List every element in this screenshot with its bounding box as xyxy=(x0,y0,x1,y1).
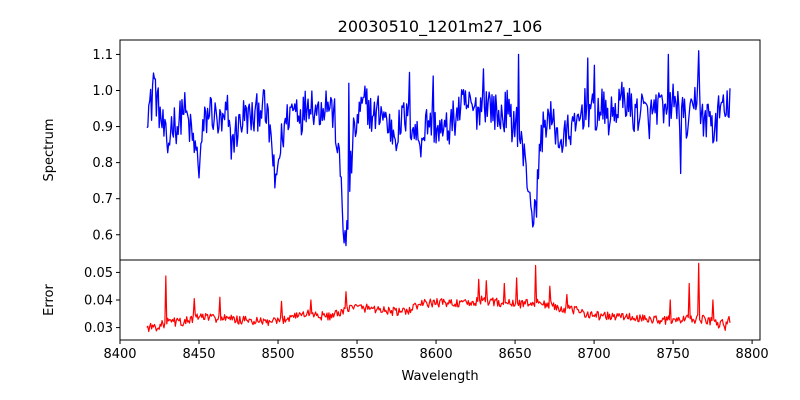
error-x-ticks: 8400 8450 8500 8550 8600 8650 8700 8750 8800 xyxy=(103,340,769,362)
error-line xyxy=(146,262,731,333)
spectrum-y-axis-label: Spectrum xyxy=(42,119,57,182)
x-tick-label: 8550 xyxy=(340,347,373,362)
error-y-ticks: 0.03 0.04 0.05 xyxy=(84,266,120,336)
error-y-axis-label: Error xyxy=(42,284,57,316)
spectrum-y-tick-label: 1.1 xyxy=(92,48,113,63)
chart-title: 20030510_1201m27_106 xyxy=(338,17,543,37)
spectrum-y-tick-label: 0.8 xyxy=(92,156,113,171)
error-y-tick-label: 0.03 xyxy=(84,321,113,336)
x-tick-label: 8700 xyxy=(578,347,611,362)
x-tick-label: 8450 xyxy=(182,347,215,362)
x-axis-label: Wavelength xyxy=(401,369,478,384)
spectrum-line xyxy=(146,50,731,247)
x-tick-label: 8600 xyxy=(420,347,453,362)
error-y-tick-label: 0.05 xyxy=(84,266,113,281)
x-tick-label: 8750 xyxy=(657,347,690,362)
spectrum-y-tick-label: 0.6 xyxy=(92,228,113,243)
spectrum-y-tick-label: 0.9 xyxy=(92,120,113,135)
spectrum-y-tick-label: 1.0 xyxy=(92,84,113,99)
spectrum-y-ticks: 0.6 0.7 0.8 0.9 1.0 1.1 xyxy=(92,48,120,243)
x-tick-label: 8400 xyxy=(103,347,136,362)
x-tick-label: 8500 xyxy=(261,347,294,362)
x-tick-label: 8650 xyxy=(499,347,532,362)
error-panel: 0.03 0.04 0.05 8400 8450 8500 8550 8600 8650 870… xyxy=(42,259,769,384)
error-axes-frame xyxy=(119,259,761,341)
error-y-tick-label: 0.04 xyxy=(84,294,113,309)
x-tick-label: 8800 xyxy=(736,347,769,362)
spectrum-y-tick-label: 0.7 xyxy=(92,192,113,207)
